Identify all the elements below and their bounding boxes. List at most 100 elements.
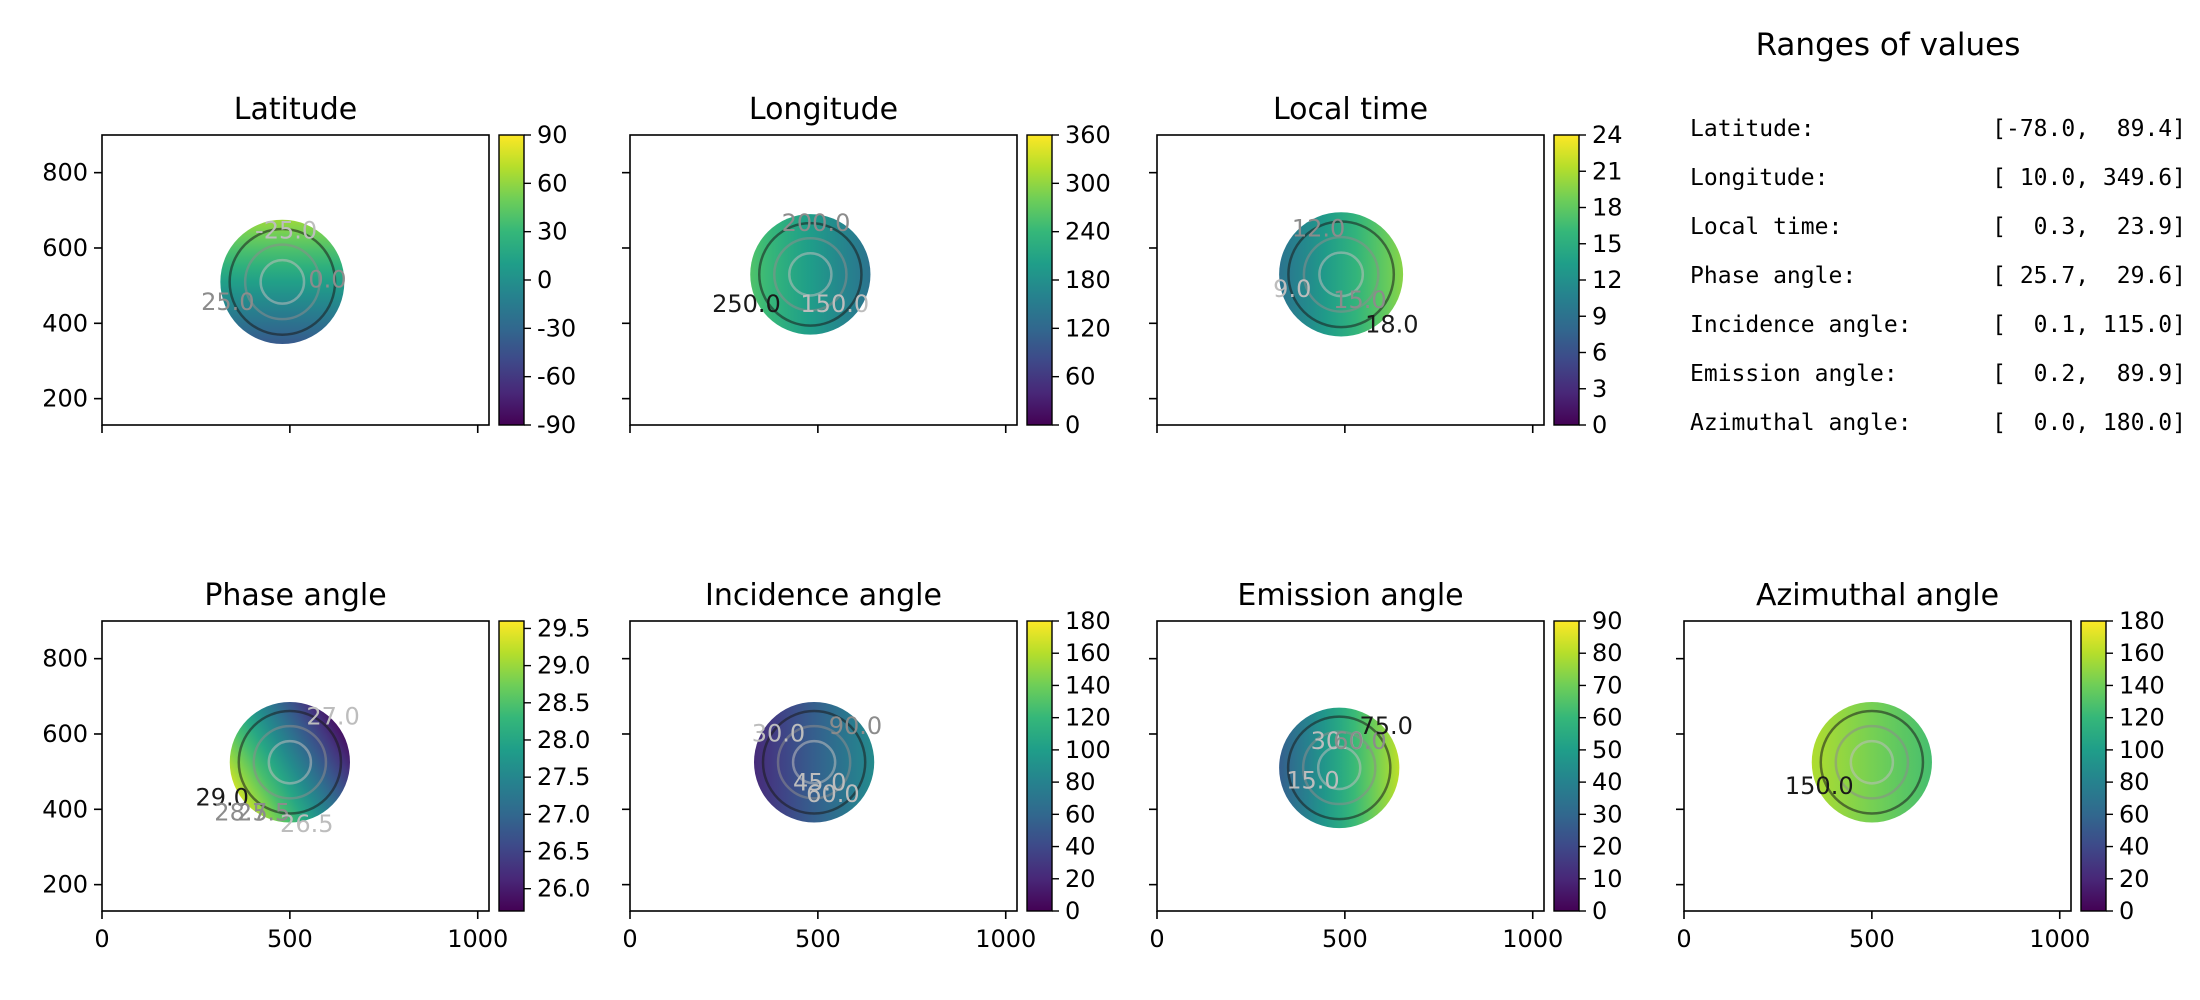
colorbar-tick-label: 120: [2119, 704, 2165, 732]
colorbar-tick-label: 30: [1592, 800, 1623, 828]
colorbar-tick-label: 20: [1592, 833, 1623, 861]
panel-latitude: Latitude-25.00.025.0200400600800-90-60-3…: [42, 92, 576, 439]
colorbar-tick-label: 20: [2119, 865, 2150, 893]
contour-line: [758, 221, 863, 327]
range-label: Phase angle:: [1690, 263, 1856, 289]
colorbar-tick-label: -30: [537, 314, 576, 342]
colorbar-tick-label: 28.0: [537, 726, 590, 754]
contour-line: [1849, 739, 1895, 785]
colorbar: [1553, 620, 1580, 912]
colorbar-tick-label: 50: [1592, 736, 1623, 764]
colorbar-tick-label: 160: [1065, 639, 1111, 667]
panel-title: Incidence angle: [705, 578, 942, 613]
colorbar-tick-label: 160: [2119, 639, 2165, 667]
x-tick-label: 0: [94, 925, 109, 953]
colorbar-tick-label: 360: [1065, 121, 1111, 149]
contour-label: 45.0: [793, 768, 846, 796]
y-tick-label: 600: [42, 234, 88, 262]
contour-line: [237, 709, 343, 815]
axes-frame: [629, 620, 1018, 912]
contour-line: [1834, 724, 1910, 800]
contour-line: [761, 709, 867, 815]
colorbar-tick-label: 30: [537, 218, 568, 246]
contour-line: [228, 227, 337, 336]
colorbar-tick-label: 29.0: [537, 652, 590, 680]
x-tick-label: 500: [795, 925, 841, 953]
panel-title: Longitude: [749, 92, 898, 127]
disk-image: [1279, 212, 1404, 337]
contour-label: 26.5: [280, 810, 333, 838]
contour-label: 28.5: [214, 799, 267, 827]
colorbar: [1553, 134, 1580, 426]
colorbar: [1026, 134, 1053, 426]
colorbar-tick-label: 0: [2119, 897, 2134, 925]
colorbar-tick-label: 80: [2119, 768, 2150, 796]
panel-title: Phase angle: [204, 578, 386, 613]
contour-label: 27.5: [237, 799, 290, 827]
colorbar-tick-label: 180: [2119, 607, 2165, 635]
colorbar-tick-label: -90: [537, 411, 576, 439]
y-tick-label: 800: [42, 645, 88, 673]
range-value: [-78.0, 89.4]: [1992, 116, 2186, 142]
colorbar-tick-label: 12: [1592, 266, 1623, 294]
colorbar-tick-label: 9: [1592, 302, 1607, 330]
colorbar: [498, 620, 525, 912]
y-tick-label: 200: [42, 385, 88, 413]
contour-line: [243, 243, 321, 321]
range-label: Emission angle:: [1690, 361, 1898, 387]
colorbar-tick-label: 80: [1065, 768, 1096, 796]
colorbar-tick-label: 140: [2119, 671, 2165, 699]
contour-line: [259, 258, 306, 305]
colorbar: [498, 134, 525, 426]
colorbar-tick-label: 70: [1592, 671, 1623, 699]
panel-incidence-angle: Incidence angle 30.0 45.060.0 90.0 0 500 1000 0…: [622, 578, 1111, 953]
panel-title: Azimuthal angle: [1756, 578, 1999, 613]
contour-label: 150.0: [800, 290, 869, 318]
colorbar-tick-label: 10: [1592, 865, 1623, 893]
colorbar-tick-label: 18: [1592, 194, 1623, 222]
x-tick-label: 500: [1849, 925, 1895, 953]
colorbar-tick-label: 15: [1592, 230, 1623, 258]
ranges-list: Latitude: [-78.0, 89.4] Longitude: [ 10.0, …: [1690, 116, 2186, 436]
contour-label: 60.0: [1333, 727, 1386, 755]
range-label: Incidence angle:: [1690, 312, 1912, 338]
panel-title: Local time: [1273, 92, 1428, 127]
colorbar-tick-label: 40: [2119, 833, 2150, 861]
x-tick-label: 0: [622, 925, 637, 953]
colorbar-tick-label: 40: [1065, 833, 1096, 861]
range-label: Latitude:: [1690, 116, 1815, 142]
range-value: [ 0.3, 23.9]: [1992, 214, 2186, 240]
colorbar-tick-label: 120: [1065, 704, 1111, 732]
y-tick-label: 600: [42, 720, 88, 748]
colorbar-tick-label: 60: [1592, 704, 1623, 732]
disk-image: [750, 214, 871, 335]
colorbar-tick-label: 60: [1065, 800, 1096, 828]
contour-label: 12.0: [1292, 215, 1345, 243]
ranges-panel: Ranges of values Latitude: [-78.0, 89.4] L…: [1690, 27, 2186, 436]
colorbar-tick-label: 3: [1592, 375, 1607, 403]
ranges-title: Ranges of values: [1756, 27, 2021, 63]
range-label: Local time:: [1690, 214, 1842, 240]
axes-frame: [629, 134, 1018, 426]
colorbar-tick-label: 24: [1592, 121, 1623, 149]
contour-line: [788, 252, 833, 297]
contour-line: [1286, 715, 1392, 821]
range-label: Azimuthal angle:: [1690, 410, 1912, 436]
colorbar-tick-label: 180: [1065, 607, 1111, 635]
colorbar-tick-label: 100: [1065, 736, 1111, 764]
contour-label: 30.0: [1311, 727, 1364, 755]
colorbar-tick-label: 20: [1065, 865, 1096, 893]
panel-longitude: Longitude 200.0 150.0 250.0 0 60 120 180 240 300 3…: [622, 92, 1111, 439]
colorbar-tick-label: 180: [1065, 266, 1111, 294]
x-tick-label: 1000: [1502, 925, 1563, 953]
axes-frame: [1156, 134, 1545, 426]
range-value: [ 0.0, 180.0]: [1992, 410, 2186, 436]
colorbar-tick-label: 26.0: [537, 875, 590, 903]
contour-label: 15.0: [1286, 767, 1339, 795]
colorbar-tick-label: 40: [1592, 768, 1623, 796]
axes-frame: [1683, 620, 2072, 912]
colorbar-tick-label: -60: [537, 363, 576, 391]
colorbar-tick-label: 0: [1065, 411, 1080, 439]
